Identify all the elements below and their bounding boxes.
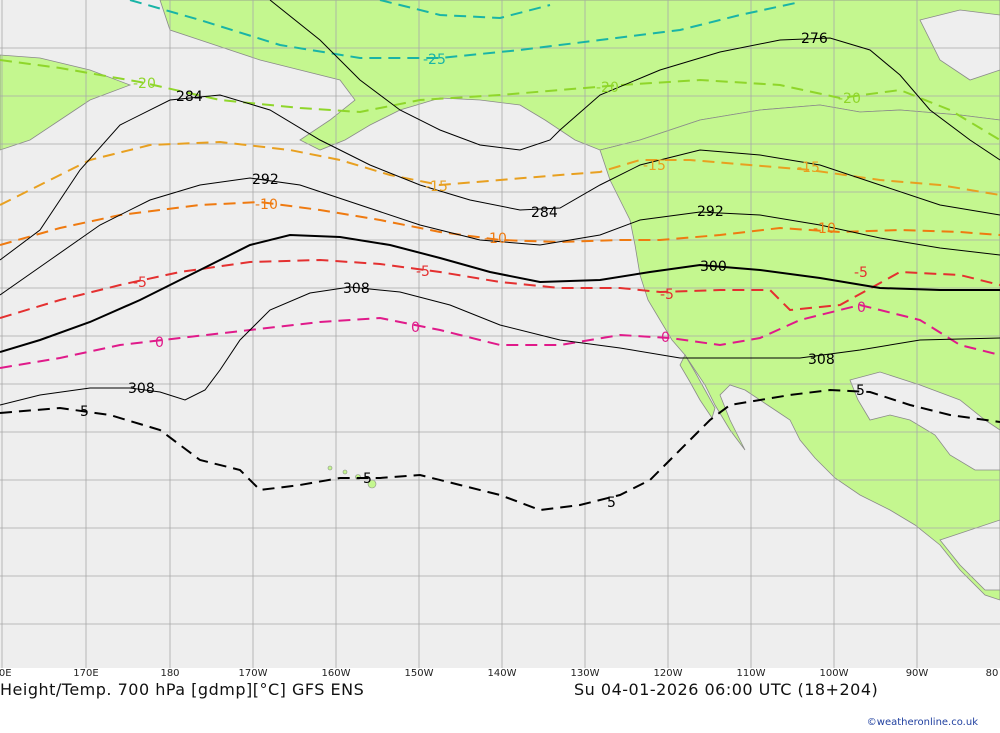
temp-label: -15	[643, 158, 666, 174]
temp-label: -10	[813, 221, 836, 237]
height-label: 292	[697, 204, 724, 220]
height-contour-308	[0, 286, 1000, 406]
temp-label: 0	[411, 320, 420, 336]
height-label: 292	[252, 172, 279, 188]
credit-link[interactable]: ©weatheronline.co.uk	[866, 717, 978, 728]
isotherm-minus20	[0, 59, 1000, 141]
lon-label: 170W	[238, 668, 268, 679]
isotherm-minus25	[129, 0, 801, 59]
hudson-bay	[919, 9, 1000, 81]
height-label: 284	[531, 205, 558, 221]
lon-label: 60E	[0, 668, 12, 679]
height-contour-276-b	[269, 0, 561, 151]
temp-label: -20	[838, 91, 861, 107]
lon-label: 130W	[570, 668, 600, 679]
lon-label: 180	[160, 668, 180, 679]
temp-label: -20	[596, 80, 619, 96]
lon-label: 150W	[404, 668, 434, 679]
lon-label: 90W	[905, 668, 929, 679]
height-label: 300	[700, 259, 727, 275]
lon-label: 110W	[736, 668, 766, 679]
isotherm-0	[0, 303, 1000, 369]
lon-label: 100W	[819, 668, 849, 679]
temp-label: 0	[661, 330, 670, 346]
temp-label: -10	[255, 197, 278, 213]
longitude-axis: 60E 170E 180 170W 160W 150W 140W 130W 12…	[0, 668, 1000, 682]
temp-label: 0	[857, 300, 866, 316]
isotherm-minus25-b	[379, 0, 551, 20]
lon-label: 140W	[487, 668, 517, 679]
temp-label: -15	[797, 160, 820, 176]
height-label: 308	[808, 352, 835, 368]
isotherm-minus5	[0, 258, 1000, 319]
height-contour-284	[0, 94, 1000, 261]
lon-label: 160W	[321, 668, 351, 679]
isotherm-plus5	[0, 388, 1000, 512]
temp-label: -5	[416, 264, 430, 280]
height-label: 308	[128, 381, 155, 397]
height-label: 276	[801, 31, 828, 47]
height-contour-300	[0, 233, 1000, 353]
temp-label: 5	[80, 404, 89, 420]
caribbean-sea	[939, 519, 1000, 591]
temp-label: 5	[363, 471, 372, 487]
land-kamchatka	[0, 54, 132, 151]
height-contour-276	[559, 37, 1000, 161]
height-contour-292	[0, 177, 1000, 296]
temp-label: -5	[133, 275, 147, 291]
temp-label: 5	[607, 495, 616, 511]
weather-map: 276 284 284 292 292 300 308 308 308 -25 …	[0, 0, 1000, 668]
height-label: 284	[176, 89, 203, 105]
gulf-of-mexico	[849, 371, 1000, 471]
temp-label: -25	[423, 52, 446, 68]
lon-label: 80	[985, 668, 999, 679]
lon-label: 170E	[73, 668, 99, 679]
temp-label: -5	[854, 265, 868, 281]
temp-label: 5	[856, 383, 865, 399]
map-valid-time: Su 04-01-2026 06:00 UTC (18+204)	[574, 680, 879, 699]
lon-label: 120W	[653, 668, 683, 679]
land-north-america	[599, 104, 1000, 601]
temp-label: 0	[155, 335, 164, 351]
temp-label: -15	[425, 179, 448, 195]
temp-label: -10	[484, 231, 507, 247]
isotherm-minus15	[0, 140, 1000, 206]
lat-lon-grid	[0, 0, 1000, 668]
temp-label: -20	[133, 76, 156, 92]
map-title: Height/Temp. 700 hPa [gdmp][°C] GFS ENS	[0, 680, 365, 699]
height-label: 308	[343, 281, 370, 297]
temp-label: -5	[660, 287, 674, 303]
